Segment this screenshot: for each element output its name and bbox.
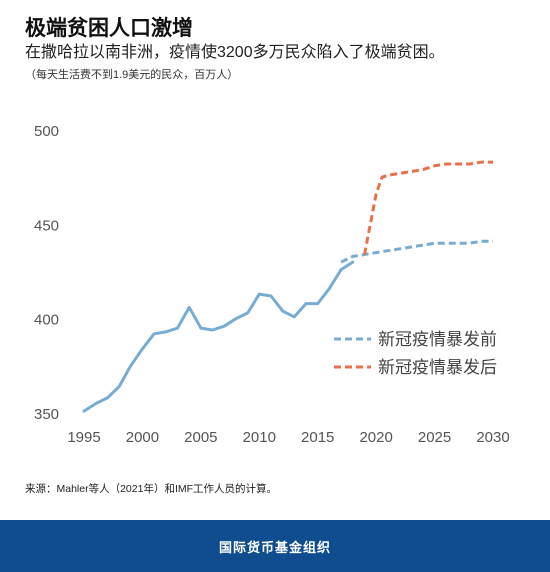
unit-note: （每天生活费不到1.9美元的民众，百万人） <box>25 69 239 81</box>
page-subtitle: 在撒哈拉以南非洲，疫情使3200多万民众陷入了极端贫困。 <box>25 44 445 61</box>
org-name: 国际货币基金组织 <box>218 539 331 555</box>
y-tick-label: 400 <box>34 312 59 329</box>
x-tick-label: 2020 <box>359 429 392 446</box>
x-tick-label: 2005 <box>184 429 217 446</box>
y-axis: 350 400 450 500 <box>34 123 59 423</box>
plot-area <box>82 160 493 413</box>
footer-bar: 国际货币基金组织 <box>0 520 550 572</box>
x-tick-label: 2015 <box>301 429 334 446</box>
x-tick-label: 1995 <box>67 429 100 446</box>
legend-label: 新冠疫情暴发前 <box>378 330 497 349</box>
page-title: 极端贫困人口激增 <box>25 17 193 40</box>
x-tick-label: 2025 <box>418 429 451 446</box>
pre-covid-series-line <box>340 239 493 264</box>
source-note: 来源：Mahler等人（2021年）和IMF工作人员的计算。 <box>25 483 278 495</box>
x-tick-label: 2000 <box>126 429 159 446</box>
x-tick-label: 2030 <box>476 429 509 446</box>
x-tick-label: 2010 <box>243 429 276 446</box>
legend-label: 新冠疫情暴发后 <box>378 358 497 377</box>
x-axis: 1995 2000 2005 2010 2015 2020 2025 2030 <box>67 429 509 446</box>
y-tick-label: 500 <box>34 123 59 140</box>
post-covid-series-line <box>363 160 493 255</box>
y-tick-label: 350 <box>34 406 59 423</box>
y-tick-label: 450 <box>34 217 59 234</box>
line-chart: 350 400 450 500 1995 2000 2005 2010 2015 2020 202… <box>34 123 510 446</box>
historical-line <box>82 260 355 413</box>
